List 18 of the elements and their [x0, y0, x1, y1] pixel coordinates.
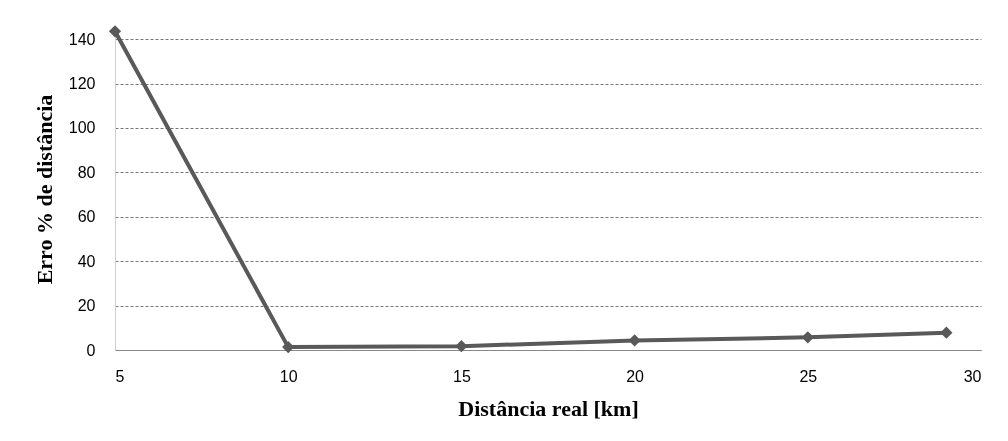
x-tick-label: 15: [453, 367, 471, 385]
x-axis-title: Distância real [km]: [458, 395, 639, 421]
y-tick-label: 80: [77, 163, 96, 181]
y-tick-label: 100: [68, 119, 96, 137]
y-tick-label: 40: [77, 252, 96, 270]
x-tick-label: 30: [963, 367, 982, 385]
y-axis-title: Erro % de distância: [31, 94, 57, 285]
y-tick-label: 60: [77, 208, 96, 226]
x-tick-label: 20: [626, 367, 645, 385]
x-tick-label: 25: [799, 367, 818, 385]
y-tick-label: 120: [68, 75, 96, 93]
x-tick-label: 5: [115, 367, 125, 385]
y-tick-label: 0: [86, 341, 96, 359]
y-tick-label: 140: [68, 30, 96, 48]
y-tick-label: 20: [77, 297, 96, 315]
x-tick-label: 10: [279, 367, 298, 385]
point: [108, 25, 122, 38]
point: [282, 340, 295, 354]
